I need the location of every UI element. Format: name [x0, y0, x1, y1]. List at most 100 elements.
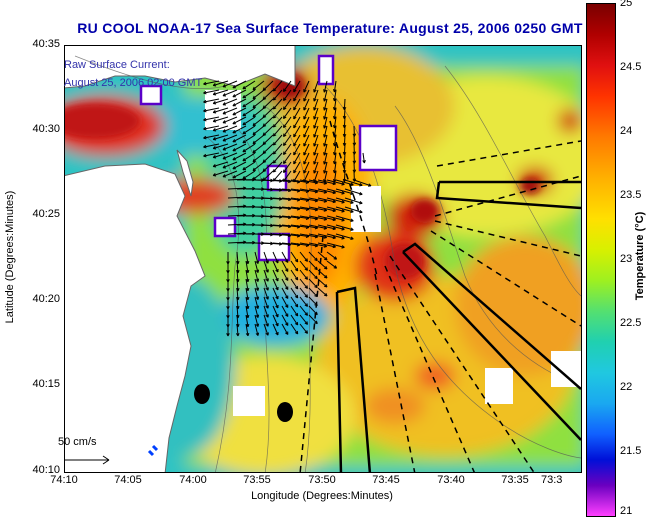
current-arrowhead	[232, 112, 236, 116]
current-arrow	[252, 161, 265, 172]
current-arrowhead	[265, 314, 269, 318]
current-arrowhead	[314, 266, 318, 271]
current-arrowhead	[294, 321, 299, 326]
current-arrow	[283, 152, 292, 164]
current-arrow	[252, 143, 265, 154]
current-arrow	[326, 197, 345, 203]
current-arrowhead	[222, 84, 227, 88]
x-axis-title: Longitude (Degrees:Minutes)	[251, 490, 393, 502]
current-arrow	[262, 116, 274, 127]
current-arrowhead	[323, 107, 327, 111]
current-arrowhead	[252, 140, 257, 145]
current-arrowhead	[212, 110, 217, 114]
current-arrowhead	[313, 116, 317, 120]
current-arrow	[333, 161, 337, 174]
sst-map[interactable]	[64, 45, 582, 473]
current-arrow	[299, 260, 308, 271]
current-arrow	[213, 143, 229, 149]
current-arrowhead	[252, 113, 257, 118]
current-arrow	[283, 89, 292, 101]
current-arrowhead	[242, 166, 246, 171]
x-tick: 74:00	[179, 474, 207, 486]
current-arrowhead	[203, 135, 207, 140]
current-arrow	[252, 80, 265, 91]
current-arrow	[272, 125, 283, 137]
current-arrow	[272, 188, 291, 192]
current-arrow	[222, 80, 238, 88]
current-arrowhead	[341, 218, 345, 222]
current-arrowhead	[332, 235, 336, 240]
current-arrowhead	[252, 158, 257, 163]
current-arrow	[263, 314, 269, 327]
current-arrow	[335, 224, 354, 231]
current-arrow	[313, 89, 319, 102]
x-tick: 73:50	[308, 474, 336, 486]
current-arrow	[317, 215, 336, 221]
current-arrow	[242, 134, 256, 144]
current-arrow	[290, 287, 299, 299]
x-tick: 73:40	[437, 474, 465, 486]
current-arrow	[333, 98, 337, 111]
current-arrowhead	[304, 330, 308, 334]
current-arrow	[317, 260, 328, 270]
current-arrow	[272, 170, 283, 182]
current-arrowhead	[255, 278, 260, 282]
current-arrow	[262, 170, 274, 181]
current-arrowhead	[232, 94, 236, 98]
current-arrow	[344, 197, 363, 204]
current-arrow	[303, 170, 310, 183]
current-arrowhead	[333, 256, 338, 260]
current-arrow	[242, 116, 256, 126]
current-arrow	[272, 116, 283, 128]
current-arrow	[293, 107, 301, 120]
current-arrowhead	[265, 296, 269, 300]
current-arrow	[232, 170, 247, 179]
current-arrow	[281, 251, 289, 263]
current-arrowhead	[294, 330, 299, 335]
current-arrow	[293, 89, 301, 102]
current-arrow	[299, 314, 308, 325]
x-tick: 73:45	[372, 474, 400, 486]
scale-arrow	[65, 455, 110, 465]
current-arrowhead	[212, 164, 217, 168]
current-arrowhead	[242, 139, 246, 144]
current-arrowhead	[222, 102, 227, 106]
current-arrowhead	[323, 293, 328, 297]
current-arrow	[303, 80, 310, 93]
current-arrow	[281, 323, 289, 335]
current-arrow	[262, 134, 274, 145]
current-arrowhead	[203, 153, 207, 158]
current-arrowhead	[323, 134, 327, 138]
current-arrow	[290, 224, 309, 228]
current-arrow	[254, 251, 259, 264]
current-arrow	[299, 287, 308, 298]
current-arrowhead	[341, 227, 345, 231]
current-arrowhead	[359, 200, 363, 205]
current-arrow	[263, 296, 269, 309]
current-arrow	[252, 116, 265, 127]
current-arrowhead	[293, 151, 297, 156]
current-arrow	[317, 224, 336, 230]
current-arrow	[308, 260, 318, 271]
current-arrow	[323, 143, 328, 156]
current-arrow	[281, 179, 300, 183]
current-arrow	[272, 287, 279, 300]
current-arrow	[254, 269, 259, 282]
current-arrow	[262, 152, 274, 163]
current-arrow	[263, 260, 269, 273]
current-arrowhead	[304, 285, 308, 289]
current-arrowhead	[212, 146, 217, 150]
current-arrow	[290, 278, 299, 290]
current-arrowhead	[362, 160, 366, 164]
current-arrowhead	[350, 191, 354, 195]
current-arrow	[317, 278, 328, 288]
current-arrow	[344, 179, 363, 186]
current-arrowhead	[283, 133, 287, 138]
current-arrow	[335, 206, 354, 213]
current-arrowhead	[275, 295, 279, 300]
current-arrow	[242, 107, 256, 117]
current-arrowhead	[232, 103, 236, 107]
current-arrowhead	[285, 268, 289, 272]
current-arrow	[323, 134, 328, 147]
current-arrowhead	[272, 169, 277, 173]
